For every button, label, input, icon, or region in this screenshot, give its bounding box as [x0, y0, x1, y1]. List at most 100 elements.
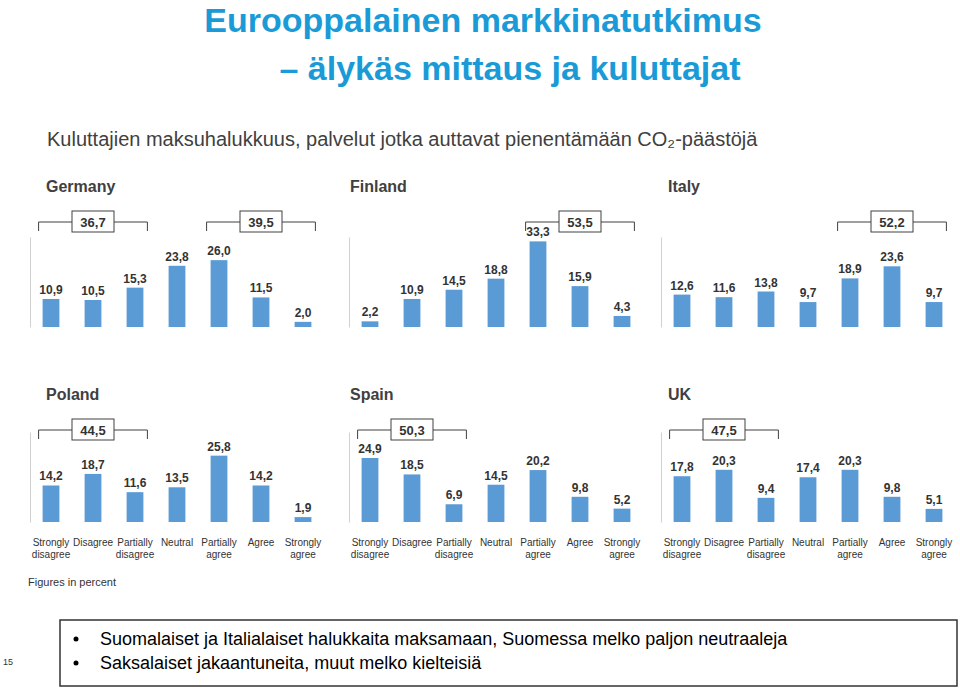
data-label: 1,9: [295, 501, 312, 515]
bar: [43, 299, 60, 327]
data-label: 20,3: [838, 454, 862, 468]
chart-title: Germany: [46, 178, 115, 195]
bar: [362, 458, 379, 522]
x-tick-label: Stronglydisagree: [351, 537, 390, 560]
y-axis: [30, 433, 31, 523]
bracket-label: 47,5: [711, 423, 736, 438]
bullet-dot: [74, 637, 79, 642]
bullet-box: [60, 620, 957, 686]
data-label: 5,1: [926, 493, 943, 507]
bar: [572, 497, 589, 522]
y-axis-line: [661, 238, 662, 328]
data-label: 4,3: [614, 300, 631, 314]
data-label: 10,9: [400, 283, 424, 297]
x-axis: [370, 351, 622, 352]
subtitle: Kuluttajien maksuhalukkuus, palvelut jot…: [47, 128, 758, 150]
x-tick-label: Partiallyagree: [832, 537, 868, 560]
bar: [253, 297, 270, 327]
bar: [926, 302, 943, 327]
x-tick: Disagree: [704, 537, 744, 548]
data-label: 9,4: [758, 482, 775, 496]
bar: [884, 497, 901, 522]
data-label: 11,5: [250, 281, 273, 295]
x-tick: Agree: [567, 537, 594, 548]
chart: Spain24,918,56,914,520,29,85,2Stronglydi…: [350, 386, 641, 560]
bracket-label: 44,5: [80, 423, 105, 438]
data-label: 18,5: [400, 458, 424, 472]
x-tick: Stronglyagree: [285, 537, 322, 560]
bar: [169, 266, 186, 327]
bar: [446, 504, 463, 522]
x-tick-label: Neutral: [792, 537, 824, 548]
y-axis: [661, 238, 662, 328]
x-axis: [51, 351, 303, 352]
bar: [43, 485, 60, 522]
bar: [127, 288, 144, 327]
x-tick: Stronglydisagree: [351, 537, 390, 560]
data-label: 25,8: [207, 440, 231, 454]
page-number: 15: [3, 657, 13, 667]
y-axis-line: [30, 433, 31, 523]
x-tick: Disagree: [392, 537, 432, 548]
data-label: 33,3: [526, 225, 550, 239]
chart: Poland14,218,711,613,525,814,21,9Strongl…: [31, 386, 322, 560]
bullet-dot: [74, 661, 79, 666]
x-axis: [682, 351, 934, 352]
bracket-box: [559, 211, 601, 232]
x-axis: StronglydisagreeDisagreePartiallydisagre…: [663, 537, 953, 560]
bar: [758, 498, 775, 522]
x-tick: Partiallyagree: [832, 537, 868, 560]
data-label: 17,4: [796, 461, 820, 475]
bar: [85, 474, 102, 522]
bars: [43, 456, 312, 522]
bar: [716, 470, 733, 522]
y-axis: [30, 238, 31, 328]
x-tick: Partiallydisagree: [116, 537, 155, 560]
bar: [488, 279, 505, 327]
bar: [842, 278, 859, 327]
bracket-label: 36,7: [80, 215, 105, 230]
y-axis-line: [349, 238, 350, 328]
x-tick-label: Partiallyagree: [520, 537, 556, 560]
data-label: 26,0: [207, 244, 231, 258]
bar: [295, 517, 312, 522]
x-tick: Partiallydisagree: [435, 537, 474, 560]
bracket-box: [391, 419, 433, 440]
title: Eurooppalainen markkinatutkimus: [204, 1, 761, 39]
x-tick-label: Stronglyagree: [285, 537, 322, 560]
x-tick: Stronglydisagree: [663, 537, 702, 560]
data-label: 18,9: [838, 262, 862, 276]
x-tick: Stronglyagree: [916, 537, 953, 560]
bracket-box: [871, 211, 913, 232]
data-label: 13,8: [754, 276, 778, 290]
bracket-box: [240, 211, 282, 232]
title-line2: – älykäs mittaus ja kuluttajat: [279, 49, 740, 87]
bracket-box: [703, 419, 745, 440]
data-label: 23,6: [880, 250, 904, 264]
x-tick-label: Partiallydisagree: [116, 537, 155, 560]
bar: [614, 316, 631, 327]
data-label: 18,7: [81, 458, 105, 472]
bar: [362, 321, 379, 327]
data-label: 14,2: [249, 469, 273, 483]
data-label: 18,8: [484, 263, 508, 277]
bar: [488, 485, 505, 522]
data-label: 24,9: [358, 442, 382, 456]
chart: Germany10,910,515,323,826,011,52,036,739…: [31, 178, 316, 351]
data-label: 15,9: [568, 270, 592, 284]
x-tick-label: Partiallyagree: [201, 537, 237, 560]
data-label: 9,8: [884, 481, 901, 495]
data-label: 5,2: [614, 493, 631, 507]
x-tick-label: Agree: [567, 537, 594, 548]
bracket: 50,3: [358, 419, 467, 440]
bracket-box: [72, 211, 114, 232]
bullet: Saksalaiset jakaantuneita, muut melko ki…: [100, 653, 482, 673]
x-tick: Partiallyagree: [201, 537, 237, 560]
y-axis-line: [30, 238, 31, 328]
data-label: 14,5: [484, 469, 508, 483]
x-tick: Partiallydisagree: [747, 537, 786, 560]
data-label: 23,8: [165, 250, 189, 264]
data-label: 20,2: [526, 454, 550, 468]
data-label: 10,5: [81, 284, 105, 298]
x-tick-label: Stronglydisagree: [663, 537, 702, 560]
